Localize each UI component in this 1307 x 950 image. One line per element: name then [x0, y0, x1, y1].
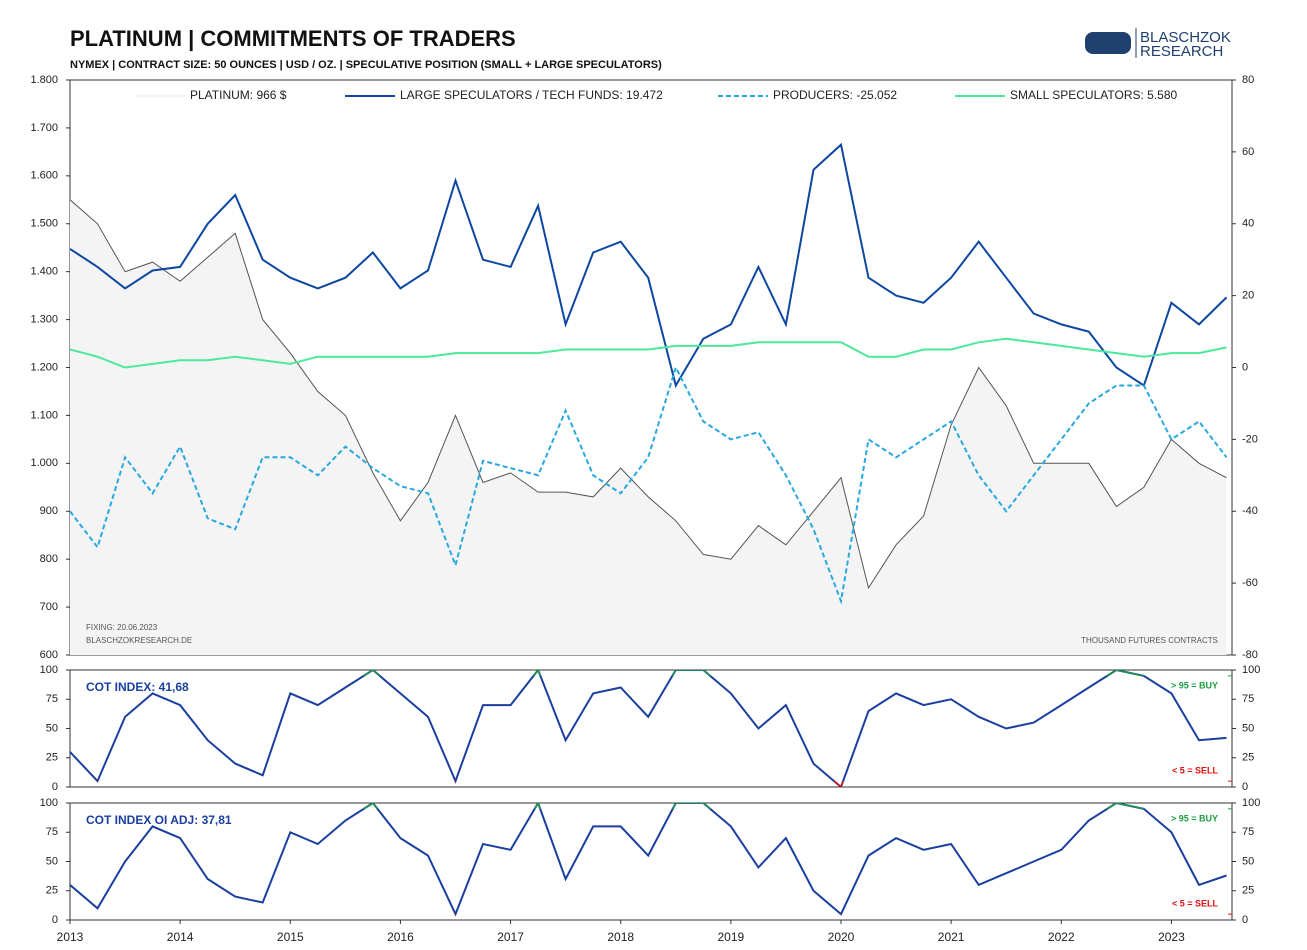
- x-tick-label: 2013: [57, 930, 84, 944]
- annotation: THOUSAND FUTURES CONTRACTS: [1081, 636, 1218, 645]
- y2-tick-label: 75: [1242, 693, 1254, 705]
- y-tick-label: 1.400: [30, 266, 58, 278]
- threshold-line: [362, 670, 1146, 676]
- y-tick-label: 1.000: [30, 457, 58, 469]
- series-line: [70, 142, 1228, 389]
- logo-icon: [1085, 32, 1131, 54]
- buy-label: > 95 = BUY: [1171, 813, 1218, 823]
- series-line: [70, 803, 1227, 917]
- y2-tick-label: -20: [1242, 433, 1258, 445]
- x-tick-label: 2020: [828, 930, 855, 944]
- y-tick-label: 900: [40, 505, 58, 517]
- x-tick-label: 2022: [1048, 930, 1075, 944]
- y-tick-label: 100: [40, 797, 58, 809]
- y-tick-label: 100: [40, 664, 58, 676]
- panel-title: COT INDEX OI ADJ: 37,81: [86, 813, 232, 827]
- legend-label: PRODUCERS: -25.052: [773, 88, 897, 102]
- y2-tick-label: 50: [1242, 855, 1254, 867]
- y-tick-label: 1.700: [30, 122, 58, 134]
- legend-label: SMALL SPECULATORS: 5.580: [1010, 88, 1178, 102]
- x-tick-label: 2017: [497, 930, 524, 944]
- y-tick-label: 1.100: [30, 409, 58, 421]
- y2-tick-label: 0: [1242, 914, 1248, 926]
- x-tick-label: 2015: [277, 930, 304, 944]
- y2-tick-label: 100: [1242, 797, 1260, 809]
- y-tick-label: 1.800: [30, 74, 58, 86]
- logo-text: BLASCHZOK: [1140, 29, 1231, 46]
- y2-tick-label: 0: [1242, 361, 1248, 373]
- y2-tick-label: 25: [1242, 752, 1254, 764]
- x-tick-label: 2019: [718, 930, 745, 944]
- x-tick-label: 2016: [387, 930, 414, 944]
- plot-frame: [69, 669, 1233, 788]
- series-line: [70, 364, 1228, 605]
- y-tick-label: 50: [46, 855, 58, 867]
- y2-tick-label: 40: [1242, 218, 1254, 230]
- x-tick-label: 2014: [167, 930, 194, 944]
- y2-tick-label: 60: [1242, 146, 1254, 158]
- sell-label: < 5 = SELL: [1172, 765, 1219, 775]
- y-tick-label: 25: [46, 885, 58, 897]
- y-tick-label: 1.300: [30, 313, 58, 325]
- y-tick-label: 25: [46, 752, 58, 764]
- series-line: [70, 199, 1227, 590]
- subtitle: NYMEX | CONTRACT SIZE: 50 OUNCES | USD /…: [70, 59, 662, 71]
- logo: BLASCHZOK RESEARCH: [1085, 28, 1231, 60]
- y-tick-label: 75: [46, 826, 58, 838]
- y-tick-label: 50: [46, 722, 58, 734]
- chart-title: PLATINUM | COMMITMENTS OF TRADERS: [70, 26, 516, 51]
- y-tick-label: 1.200: [30, 361, 58, 373]
- y2-tick-label: 100: [1242, 664, 1260, 676]
- y2-tick-label: 50: [1242, 722, 1254, 734]
- y2-tick-label: 25: [1242, 885, 1254, 897]
- buy-label: > 95 = BUY: [1171, 680, 1218, 690]
- y-tick-label: 75: [46, 693, 58, 705]
- y2-tick-label: 20: [1242, 290, 1254, 302]
- legend-label: LARGE SPECULATORS / TECH FUNDS: 19.472: [400, 88, 663, 102]
- series-line: [70, 337, 1227, 369]
- y2-tick-label: 0: [1242, 781, 1248, 793]
- y-tick-label: 700: [40, 601, 58, 613]
- y-tick-label: 0: [52, 781, 58, 793]
- threshold-line: [96, 781, 844, 788]
- annotation: FIXING: 20.06.2023: [86, 623, 158, 632]
- y-tick-label: 800: [40, 553, 58, 565]
- y2-tick-label: 80: [1242, 74, 1254, 86]
- y2-tick-label: -40: [1242, 505, 1258, 517]
- y2-tick-label: 75: [1242, 826, 1254, 838]
- y2-tick-label: -60: [1242, 577, 1258, 589]
- plot-frame: [69, 802, 1233, 921]
- series-line: [70, 670, 1227, 787]
- sell-label: < 5 = SELL: [1172, 898, 1219, 908]
- logo-text: RESEARCH: [1140, 43, 1223, 60]
- legend-label: PLATINUM: 966 $: [190, 88, 287, 102]
- x-tick-label: 2023: [1158, 930, 1185, 944]
- y-tick-label: 0: [52, 914, 58, 926]
- annotation: BLASCHZOKRESEARCH.DE: [86, 636, 192, 645]
- y-tick-label: 1.600: [30, 170, 58, 182]
- area: [70, 199, 1227, 655]
- x-tick-label: 2018: [607, 930, 634, 944]
- x-tick-label: 2021: [938, 930, 965, 944]
- y2-tick-label: -80: [1242, 649, 1258, 661]
- y-tick-label: 1.500: [30, 218, 58, 230]
- y-tick-label: 600: [40, 649, 58, 661]
- panel-title: COT INDEX: 41,68: [86, 680, 189, 694]
